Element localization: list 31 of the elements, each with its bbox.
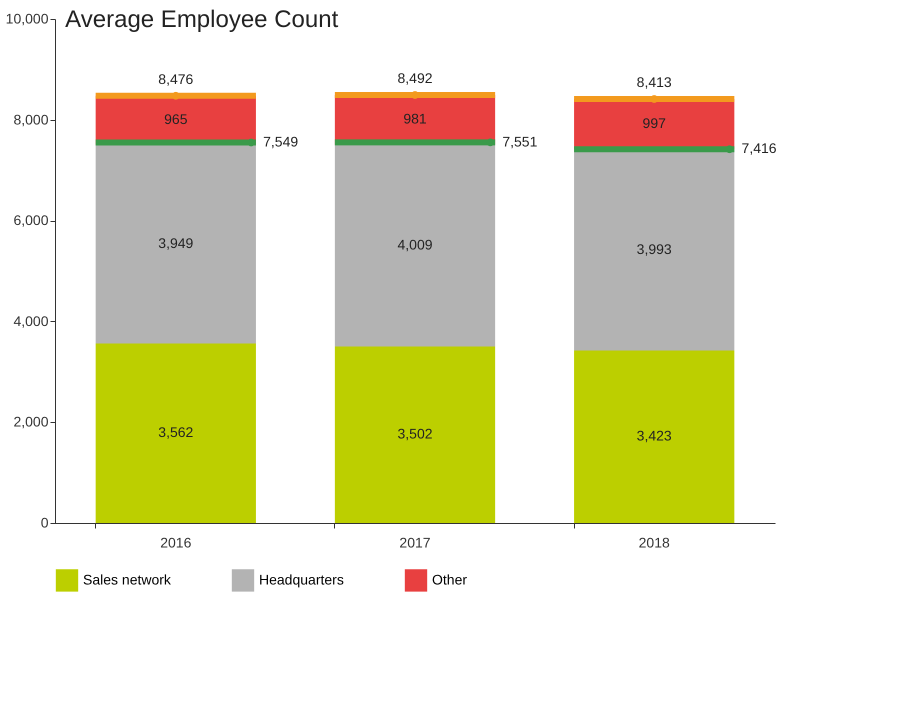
data-label: 981	[403, 110, 427, 127]
x-tick-label: 2016	[160, 534, 192, 550]
data-label: 7,549	[263, 134, 298, 150]
data-label: 8,492	[397, 70, 433, 86]
chart-title: Average Employee Count	[65, 6, 339, 33]
legend-label: Other	[432, 571, 468, 588]
y-tick-label: 2,000	[13, 414, 49, 430]
y-tick-label: 10,000	[6, 10, 49, 26]
data-label: 8,476	[158, 70, 194, 87]
data-label: 3,502	[397, 426, 433, 442]
y-tick-label: 8,000	[13, 111, 49, 128]
x-tick-label: 2018	[638, 534, 670, 550]
data-label: 4,009	[397, 236, 433, 252]
bar	[96, 343, 256, 523]
data-label: 8,413	[636, 74, 672, 90]
data-label: 7,416	[742, 140, 777, 156]
data-label: 3,423	[636, 428, 672, 444]
data-label: 997	[642, 115, 666, 132]
bar	[574, 350, 734, 523]
y-tick-label: 6,000	[13, 212, 49, 228]
x-tick-label: 2017	[399, 534, 431, 550]
y-tick-label: 4,000	[13, 312, 49, 329]
data-label: 3,993	[636, 240, 672, 257]
data-label: 965	[164, 111, 188, 128]
data-label: 3,949	[158, 234, 194, 251]
data-label: 3,562	[158, 424, 194, 440]
legend-label: Headquarters	[259, 571, 344, 588]
data-label: 7,551	[502, 133, 538, 150]
y-tick-label: 0	[40, 514, 49, 530]
legend-label: Sales network	[83, 571, 172, 588]
bar	[334, 346, 496, 523]
